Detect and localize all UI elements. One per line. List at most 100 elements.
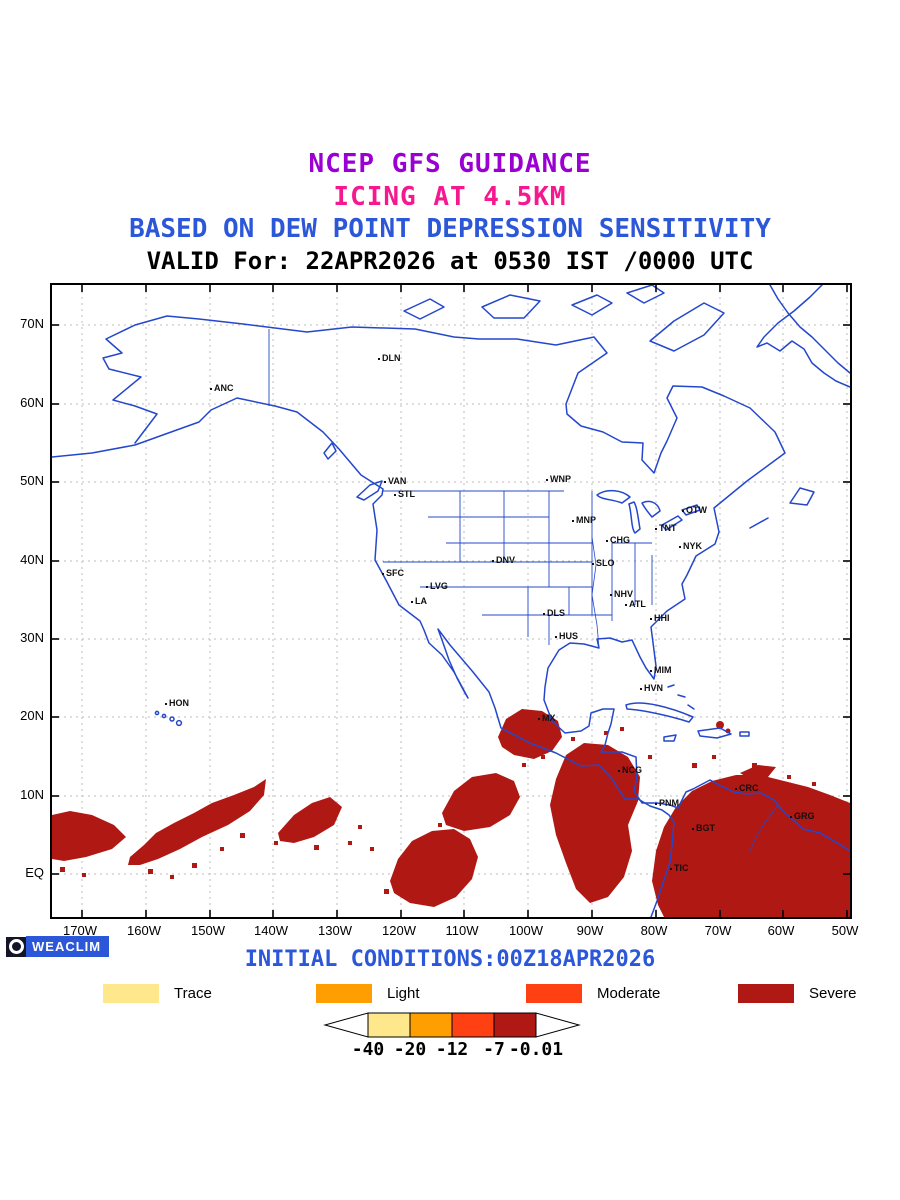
station-label-BGT: BGT — [696, 823, 716, 833]
title-method: BASED ON DEW POINT DEPRESSION SENSITIVIT… — [129, 214, 771, 244]
greenland-inner-coast — [769, 285, 850, 374]
station-dot — [735, 788, 737, 790]
lon-label-100W: 100W — [509, 923, 543, 938]
weaclim-logo-icon — [6, 936, 26, 957]
nova-scotia — [749, 517, 769, 529]
station-label-LVG: LVG — [430, 581, 448, 591]
station-dot — [618, 770, 620, 772]
mississippi-river — [591, 536, 600, 649]
state-borders — [268, 329, 779, 852]
lon-label-160W: 160W — [127, 923, 161, 938]
legend-label-severe: Severe — [809, 985, 857, 1002]
station-dot — [210, 388, 212, 390]
puerto-rico — [739, 731, 750, 737]
colorbar-right-arrow — [535, 1012, 581, 1038]
grid-lines — [52, 285, 850, 917]
legend-item-severe: Severe — [738, 984, 857, 1003]
station-label-CRC: CRC — [739, 783, 759, 793]
hawaii-islands — [154, 710, 183, 727]
station-dot — [610, 594, 612, 596]
lon-label-150W: 150W — [191, 923, 225, 938]
station-dot — [555, 636, 557, 638]
victoria-island — [481, 294, 541, 319]
weaclim-logo-text: WEACLIM — [26, 936, 110, 957]
station-label-OTW: OTW — [686, 505, 707, 515]
title-icing-level: ICING AT 4.5KM — [333, 181, 567, 212]
station-dot — [670, 868, 672, 870]
title-ncep-gfs: NCEP GFS GUIDANCE — [308, 149, 592, 179]
axis-ticks — [52, 285, 850, 917]
station-dot — [382, 573, 384, 575]
legend-label-light: Light — [387, 985, 420, 1002]
lat-label-70N: 70N — [20, 316, 44, 331]
lon-label-130W: 130W — [318, 923, 352, 938]
lon-label-140W: 140W — [254, 923, 288, 938]
colorbar-segment-light — [409, 1012, 453, 1038]
lat-label-40N: 40N — [20, 552, 44, 567]
lat-label-10N: 10N — [20, 787, 44, 802]
station-label-PNM: PNM — [659, 798, 679, 808]
legend-swatch-trace — [103, 984, 159, 1003]
station-label-NCG: NCG — [622, 765, 642, 775]
station-label-HVN: HVN — [644, 683, 663, 693]
title-block: NCEP GFS GUIDANCE ICING AT 4.5KM BASED O… — [0, 148, 900, 276]
coastlines — [52, 285, 850, 917]
station-dot — [426, 586, 428, 588]
station-label-TNT: TNT — [659, 523, 677, 533]
station-label-SLO: SLO — [596, 558, 615, 568]
legend-item-light: Light — [316, 984, 420, 1003]
station-label-MIM: MIM — [654, 665, 672, 675]
station-labels: DLN ANC VAN STL WNP MNP OTW TNT CHG NYK DNV SLO SFC L… — [165, 353, 815, 873]
coastline-pacific — [52, 397, 675, 917]
lat-label-50N: 50N — [20, 473, 44, 488]
station-dot — [640, 688, 642, 690]
station-dot — [572, 520, 574, 522]
station-dot — [650, 618, 652, 620]
cuba — [625, 702, 694, 723]
station-label-HON: HON — [169, 698, 189, 708]
station-label-ATL: ATL — [629, 599, 646, 609]
title-valid-time: VALID For: 22APR2026 at 0530 IST /0000 U… — [146, 246, 754, 275]
colorbar-value--0.01: -0.01 — [508, 1039, 564, 1060]
coastline-arctic-atlantic — [102, 315, 850, 852]
station-label-LA: LA — [415, 596, 427, 606]
lat-label-60N: 60N — [20, 395, 44, 410]
station-dot — [625, 604, 627, 606]
station-label-ANC: ANC — [214, 383, 234, 393]
lon-label-50W: 50W — [831, 923, 859, 938]
station-dot — [682, 510, 684, 512]
greenland-coast — [756, 285, 850, 388]
baffin-island — [649, 302, 725, 352]
lon-label-120W: 120W — [382, 923, 416, 938]
lon-label-80W: 80W — [640, 923, 668, 938]
station-dot — [538, 718, 540, 720]
station-dot — [692, 828, 694, 830]
station-label-DNV: DNV — [496, 555, 515, 565]
station-label-TIC: TIC — [674, 863, 689, 873]
station-dot — [543, 613, 545, 615]
newfoundland — [789, 487, 815, 506]
orinoco-river — [749, 804, 779, 852]
jamaica — [663, 734, 677, 742]
station-dot — [546, 479, 548, 481]
station-dot — [790, 816, 792, 818]
map-canvas: DLN ANC VAN STL WNP MNP OTW TNT CHG NYK DNV SLO SFC L… — [52, 285, 850, 917]
station-label-WNP: WNP — [550, 474, 571, 484]
map-frame: DLN ANC VAN STL WNP MNP OTW TNT CHG NYK DNV SLO SFC L… — [50, 283, 852, 919]
lon-label-70W: 70W — [704, 923, 732, 938]
station-dot — [394, 494, 396, 496]
legend-swatch-light — [316, 984, 372, 1003]
colorbar — [323, 1012, 581, 1038]
station-label-CHG: CHG — [610, 535, 630, 545]
station-label-HUS: HUS — [559, 631, 578, 641]
haida-gwaii — [323, 442, 337, 460]
lat-label-20N: 20N — [20, 708, 44, 723]
station-label-SFC: SFC — [386, 568, 405, 578]
station-dot — [592, 563, 594, 565]
lon-label-170W: 170W — [63, 923, 97, 938]
legend-item-trace: Trace — [103, 984, 212, 1003]
colorbar-value--40: -40 — [351, 1039, 385, 1060]
colorbar-segment-trace — [367, 1012, 411, 1038]
lat-label-30N: 30N — [20, 630, 44, 645]
legend-label-trace: Trace — [174, 985, 212, 1002]
